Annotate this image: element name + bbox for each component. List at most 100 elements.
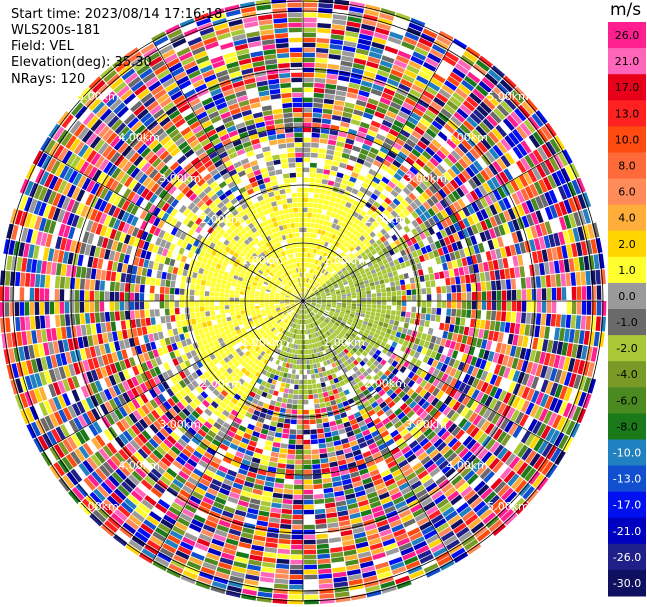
velocity-gate [295, 454, 303, 460]
velocity-gate [367, 344, 373, 350]
velocity-gate [421, 347, 428, 355]
velocity-gate [458, 267, 465, 276]
velocity-gate [341, 296, 347, 299]
velocity-gate [193, 329, 200, 336]
velocity-gate [318, 392, 324, 399]
velocity-gate [342, 174, 351, 181]
velocity-gate [446, 409, 456, 419]
velocity-gate [313, 92, 324, 98]
velocity-gate [458, 325, 465, 335]
velocity-gate [216, 318, 222, 324]
velocity-gate [466, 365, 475, 375]
velocity-gate [316, 305, 321, 308]
velocity-gate [303, 479, 313, 485]
velocity-gate [562, 402, 573, 418]
velocity-gate [306, 302, 311, 305]
velocity-gate [368, 265, 375, 271]
velocity-gate [334, 322, 340, 327]
velocity-gate [380, 228, 387, 236]
velocity-gate [466, 283, 472, 292]
velocity-gate [312, 287, 316, 292]
velocity-gate [357, 322, 363, 327]
velocity-gate [303, 374, 308, 380]
velocity-gate [501, 450, 512, 463]
velocity-gate [324, 492, 334, 499]
velocity-gate [320, 291, 325, 295]
velocity-gate [435, 315, 441, 323]
velocity-gate [384, 318, 390, 324]
velocity-gate [383, 322, 389, 328]
velocity-gate [303, 212, 308, 218]
velocity-gate [259, 303, 265, 306]
velocity-gate [493, 201, 503, 214]
velocity-gate [366, 252, 373, 258]
velocity-gate [361, 23, 376, 32]
velocity-gate [268, 517, 281, 524]
velocity-gate [342, 195, 349, 202]
velocity-gate [573, 329, 580, 344]
velocity-gate [310, 306, 314, 310]
velocity-gate [265, 440, 274, 447]
velocity-gate [472, 175, 482, 187]
velocity-gate [404, 31, 420, 42]
velocity-gate [201, 322, 208, 328]
velocity-gate [367, 56, 381, 64]
velocity-gate [510, 90, 524, 104]
velocity-gate [325, 507, 337, 514]
velocity-gate [303, 57, 315, 63]
velocity-gate [451, 440, 462, 452]
velocity-gate [376, 271, 383, 277]
velocity-gate [310, 147, 319, 153]
velocity-gate [484, 166, 495, 179]
velocity-gate [311, 296, 316, 299]
velocity-gate [295, 344, 299, 350]
velocity-gate [321, 305, 326, 307]
velocity-gate [422, 164, 433, 174]
velocity-gate [315, 249, 320, 255]
velocity-gate [551, 172, 562, 187]
velocity-gate [435, 231, 443, 240]
velocity-gate [334, 235, 340, 242]
velocity-gate [396, 305, 402, 311]
velocity-gate [328, 314, 333, 318]
velocity-gate [119, 311, 125, 321]
velocity-gate [305, 303, 309, 308]
velocity-gate [348, 226, 355, 233]
velocity-gate [139, 310, 145, 319]
velocity-gate [179, 295, 185, 301]
velocity-gate [331, 292, 336, 295]
velocity-gate [59, 302, 65, 314]
velocity-gate [335, 309, 341, 313]
velocity-gate [347, 181, 355, 188]
velocity-gate [323, 277, 328, 282]
velocity-gate [303, 499, 314, 505]
velocity-gate [273, 437, 282, 443]
velocity-gate [361, 80, 373, 88]
velocity-gate [117, 330, 123, 341]
velocity-gate [400, 311, 406, 317]
velocity-gate [249, 303, 255, 307]
velocity-gate [395, 331, 402, 338]
velocity-gate [565, 420, 576, 436]
velocity-gate [521, 447, 533, 461]
velocity-gate [334, 100, 345, 107]
velocity-gate [335, 277, 341, 282]
velocity-gate [443, 236, 451, 246]
velocity-gate [312, 459, 321, 465]
velocity-gate [395, 215, 403, 223]
velocity-gate [466, 226, 474, 237]
velocity-gate [240, 310, 246, 315]
velocity-gate [462, 206, 471, 217]
velocity-gate [490, 477, 503, 490]
velocity-gate [320, 316, 326, 320]
velocity-gate [410, 391, 419, 400]
velocity-gate [535, 210, 544, 224]
velocity-gate [361, 294, 367, 298]
velocity-gate [392, 64, 406, 74]
velocity-gate [373, 360, 380, 367]
velocity-gate [322, 204, 329, 211]
velocity-gate [310, 429, 317, 435]
velocity-gate [369, 231, 376, 238]
velocity-gate [333, 181, 341, 188]
velocity-gate [419, 181, 428, 191]
